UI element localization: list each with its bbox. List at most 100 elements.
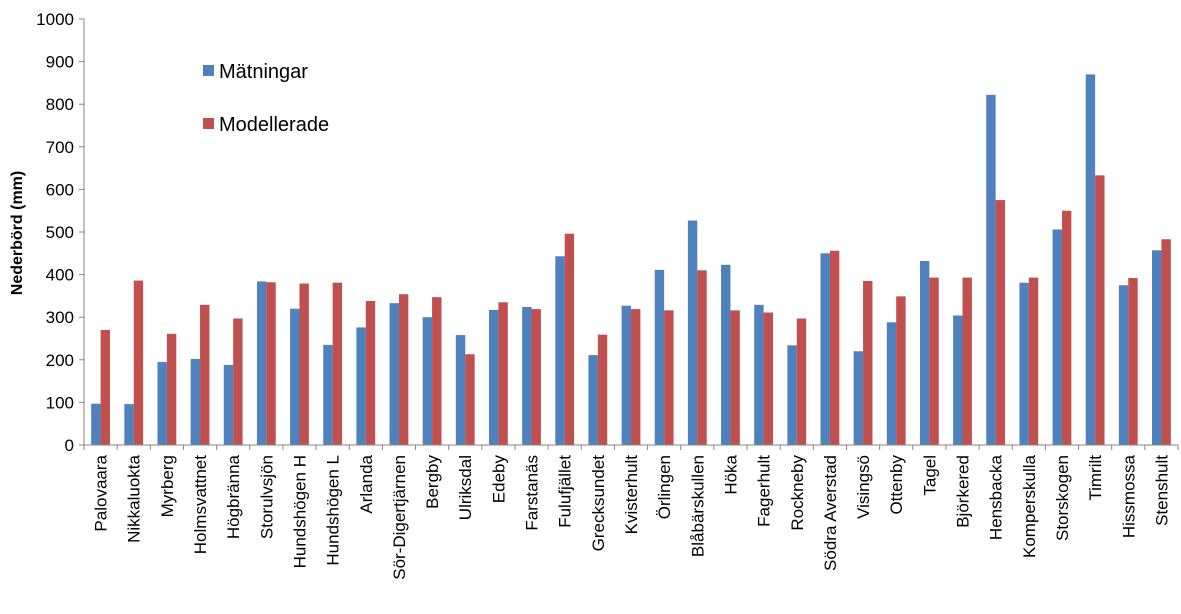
bar-matningar	[787, 345, 797, 445]
x-category-label: Kvisterhult	[622, 455, 641, 535]
bar-modellerade	[398, 294, 409, 445]
bars-group	[91, 74, 1171, 445]
bar-matningar	[356, 327, 366, 445]
bar-matningar	[986, 94, 996, 445]
bar-matningar	[621, 305, 631, 445]
bar-matningar	[190, 358, 201, 445]
x-category-label: Örlingen	[655, 455, 674, 519]
x-category-label: Ottenby	[887, 455, 906, 515]
bar-modellerade	[1128, 278, 1138, 445]
x-category-label: Hundshögen L	[324, 455, 343, 566]
bar-modellerade	[1161, 239, 1171, 445]
y-tick-label: 400	[46, 266, 74, 285]
bar-matningar	[687, 220, 698, 445]
bar-modellerade	[995, 200, 1006, 445]
x-category-label: Höka	[721, 454, 740, 494]
bar-matningar	[555, 256, 565, 445]
y-axis-title-group: Nederbörd (mm)	[9, 171, 26, 295]
x-category-label: Högbränna	[224, 454, 243, 539]
bar-modellerade	[465, 354, 475, 445]
y-axis-label: Nederbörd (mm)	[9, 171, 26, 295]
x-category-label: Sör-Digertjärnen	[390, 455, 409, 580]
x-category-label: Fulufjället	[556, 455, 575, 528]
x-category-label: Nikkaluokta	[125, 454, 144, 542]
bar-matningar	[323, 344, 333, 445]
legend-label-matningar: Mätningar	[219, 61, 308, 83]
bar-modellerade	[200, 304, 210, 445]
bar-modellerade	[829, 250, 840, 445]
bar-matningar	[488, 309, 499, 445]
bar-matningar	[290, 308, 300, 445]
y-tick-label: 500	[46, 223, 74, 242]
bar-modellerade	[365, 301, 376, 445]
bar-modellerade	[962, 277, 972, 445]
y-tick-label: 0	[65, 436, 74, 455]
x-category-label: Holmsvattnet	[191, 455, 210, 554]
bar-matningar	[157, 361, 167, 445]
y-tick-label: 1000	[36, 10, 74, 29]
legend-swatch-modellerade	[203, 118, 214, 129]
bar-modellerade	[763, 312, 774, 445]
y-tick-label: 800	[46, 95, 74, 114]
x-category-label: Hundshögen H	[290, 455, 309, 568]
x-category-label: Visingsö	[854, 455, 873, 519]
legend-swatch-matningar	[203, 65, 214, 76]
x-category-label: Björkered	[954, 455, 973, 528]
bar-matningar	[91, 403, 101, 445]
bar-modellerade	[531, 309, 541, 445]
bar-modellerade	[332, 282, 343, 445]
legend-label-modellerade: Modellerade	[219, 114, 329, 136]
y-ticks-group: 0 100 200 300 400 500 600 700 800 900 1000	[36, 10, 84, 455]
x-category-label: Palovaara	[92, 454, 111, 531]
bar-matningar	[654, 269, 665, 445]
bar-matningar	[1152, 250, 1162, 445]
bar-matningar	[754, 304, 764, 445]
x-category-label: Blåbärskullen	[688, 455, 707, 557]
x-category-label: Edeby	[489, 454, 508, 503]
bar-modellerade	[863, 280, 873, 445]
bar-modellerade	[564, 233, 575, 445]
x-category-label: Stenshult	[1152, 455, 1171, 526]
bar-modellerade	[1028, 277, 1039, 445]
x-category-label: Storskogen	[1053, 455, 1072, 541]
bar-matningar	[389, 303, 399, 445]
bar-modellerade	[1095, 175, 1105, 445]
bar-modellerade	[432, 297, 442, 445]
bar-matningar	[422, 317, 433, 445]
bar-matningar	[1052, 229, 1062, 445]
bar-matningar	[522, 306, 532, 445]
bar-matningar	[124, 404, 134, 445]
bar-modellerade	[1061, 210, 1072, 445]
bar-modellerade	[664, 310, 674, 445]
bar-modellerade	[498, 302, 508, 445]
bar-modellerade	[896, 296, 906, 445]
legend: Mätningar Modellerade	[203, 61, 329, 136]
x-category-label: Fagerhult	[755, 455, 774, 527]
bar-modellerade	[796, 318, 807, 445]
x-category-label: Ulriksdal	[456, 455, 475, 520]
x-category-label: Grecksundet	[589, 455, 608, 552]
y-tick-label: 300	[46, 308, 74, 327]
bar-matningar	[1019, 282, 1029, 445]
x-category-label: Södra Averstad	[821, 455, 840, 571]
bar-matningar	[853, 351, 864, 445]
bar-modellerade	[166, 333, 177, 445]
x-category-label: Farstanäs	[523, 455, 542, 531]
y-tick-label: 100	[46, 393, 74, 412]
x-category-label: Rockneby	[788, 455, 807, 531]
bar-matningar	[256, 281, 267, 445]
y-tick-label: 700	[46, 138, 74, 157]
bar-matningar	[953, 315, 963, 445]
bar-matningar	[919, 260, 930, 445]
bar-modellerade	[133, 280, 144, 445]
bar-matningar	[721, 264, 731, 445]
x-category-label: Storulvsjön	[257, 455, 276, 539]
bar-matningar	[820, 253, 830, 445]
x-category-label: Arlanda	[357, 454, 376, 513]
x-category-label: Hissmossa	[1119, 454, 1138, 538]
y-tick-label: 900	[46, 53, 74, 72]
x-category-label: Tagel	[920, 455, 939, 496]
bar-modellerade	[100, 329, 110, 445]
x-category-label: Myrberg	[158, 455, 177, 517]
